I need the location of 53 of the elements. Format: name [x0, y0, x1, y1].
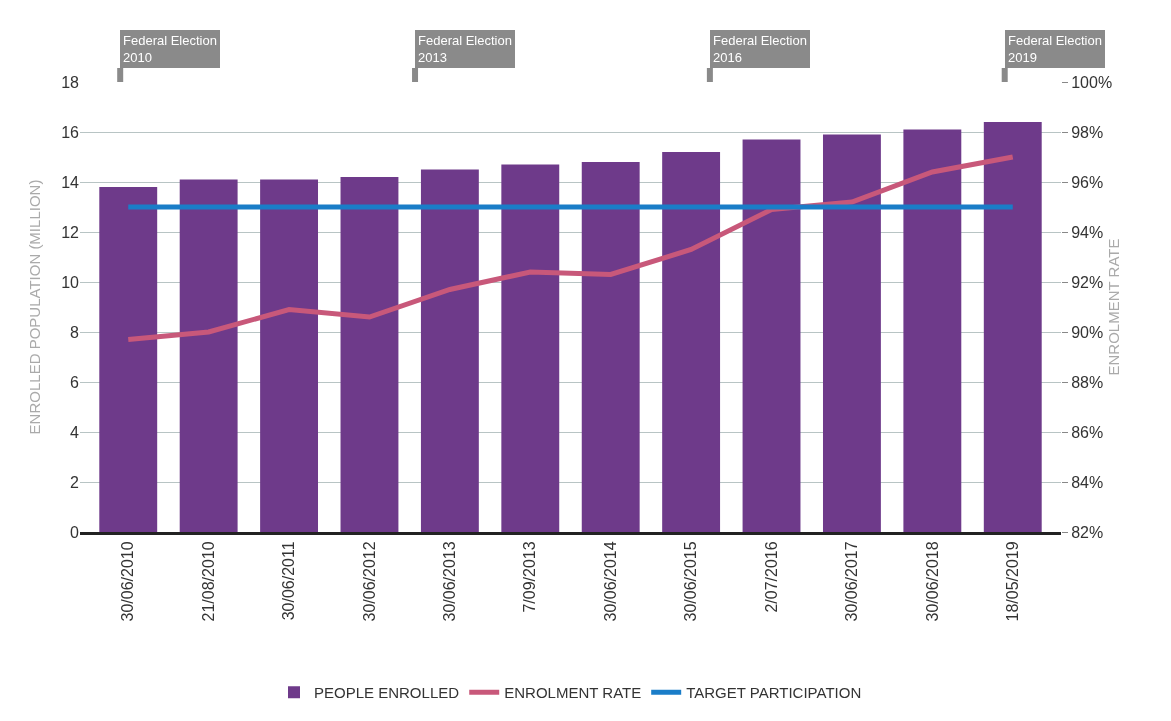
legend-label: PEOPLE ENROLLED	[314, 684, 460, 702]
y2-tick-label: 92%	[1071, 273, 1104, 291]
y2-tick-label: 100%	[1071, 73, 1113, 91]
text: Federal Election 2010	[123, 33, 217, 65]
x-tick-label: 7/09/2013	[521, 541, 539, 613]
bar	[260, 179, 319, 532]
y-tick-label: 10	[61, 273, 80, 291]
bar	[340, 177, 399, 532]
bar	[983, 122, 1042, 532]
y2-tick-label: 88%	[1071, 373, 1104, 391]
y2-tick-label: 96%	[1071, 173, 1104, 191]
y-tick-label: 12	[61, 223, 80, 241]
x-tick-label: 30/06/2018	[923, 541, 941, 622]
bar	[742, 139, 801, 532]
y2-tick-label: 86%	[1071, 423, 1104, 441]
y-tick-label: 2	[70, 473, 80, 491]
text: Federal Election 2016	[713, 33, 807, 65]
y-tick-label: 16	[61, 123, 80, 141]
y2-tick-label: 94%	[1071, 223, 1104, 241]
y-tick-label: 14	[61, 173, 80, 191]
bar	[179, 179, 238, 532]
x-tick-label: 30/06/2013	[441, 541, 459, 622]
x-tick-label: 21/08/2010	[199, 541, 217, 622]
y-tick-label: 18	[61, 73, 80, 91]
y-tick-label: 0	[70, 523, 80, 541]
bar	[501, 164, 560, 532]
x-tick-label: 18/05/2019	[1003, 541, 1021, 622]
y2-tick-label: 82%	[1071, 523, 1104, 541]
bar	[99, 187, 158, 532]
y-axis-title: ENROLLED POPULATION (MILLION)	[26, 179, 43, 435]
y2-tick-label: 84%	[1071, 473, 1104, 491]
x-tick-label: 2/07/2016	[762, 541, 780, 613]
x-tick-label: 30/06/2010	[119, 541, 137, 622]
bar	[662, 152, 721, 532]
legend-label: TARGET PARTICIPATION	[686, 684, 862, 702]
x-tick-label: 30/06/2014	[601, 541, 619, 622]
bar	[822, 134, 881, 532]
y2-tick-label: 90%	[1071, 323, 1104, 341]
legend-label: ENROLMENT RATE	[504, 684, 642, 702]
x-tick-label: 30/06/2012	[360, 541, 378, 622]
bar	[903, 129, 962, 532]
text: Federal Election 2013	[418, 33, 512, 65]
y2-tick-label: 98%	[1071, 123, 1104, 141]
y-tick-label: 4	[70, 423, 80, 441]
x-tick-label: 30/06/2017	[843, 541, 861, 622]
x-tick-label: 30/06/2011	[280, 541, 298, 621]
x-tick-label: 30/06/2015	[682, 541, 700, 622]
y-tick-label: 6	[70, 373, 80, 391]
text: Federal Election 2019	[1008, 33, 1102, 65]
bar	[420, 169, 479, 532]
y-tick-label: 8	[70, 323, 80, 341]
bar	[581, 162, 640, 532]
y2-axis-title: ENROLMENT RATE	[1105, 238, 1123, 376]
